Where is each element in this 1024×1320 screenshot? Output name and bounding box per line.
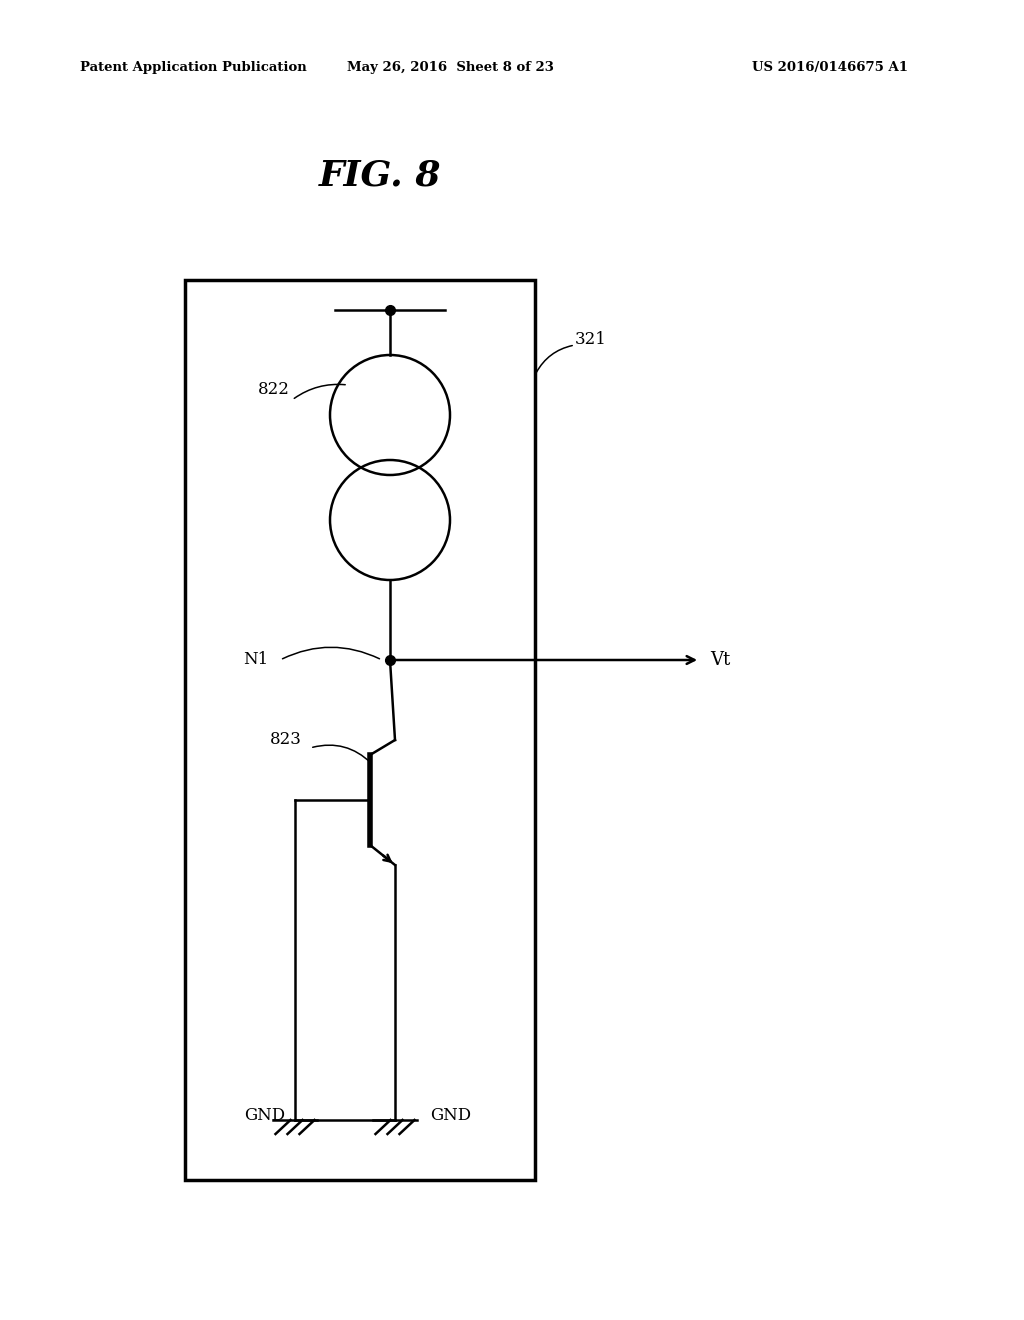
- Text: Vt: Vt: [710, 651, 730, 669]
- Text: N1: N1: [243, 652, 268, 668]
- Text: 321: 321: [575, 331, 607, 348]
- Text: FIG. 8: FIG. 8: [318, 158, 441, 191]
- Text: US 2016/0146675 A1: US 2016/0146675 A1: [752, 62, 908, 74]
- Text: May 26, 2016  Sheet 8 of 23: May 26, 2016 Sheet 8 of 23: [346, 62, 553, 74]
- Text: Patent Application Publication: Patent Application Publication: [80, 62, 307, 74]
- Text: GND: GND: [244, 1106, 285, 1123]
- Text: GND: GND: [430, 1106, 471, 1123]
- Text: 823: 823: [270, 731, 302, 748]
- Text: 822: 822: [258, 381, 290, 399]
